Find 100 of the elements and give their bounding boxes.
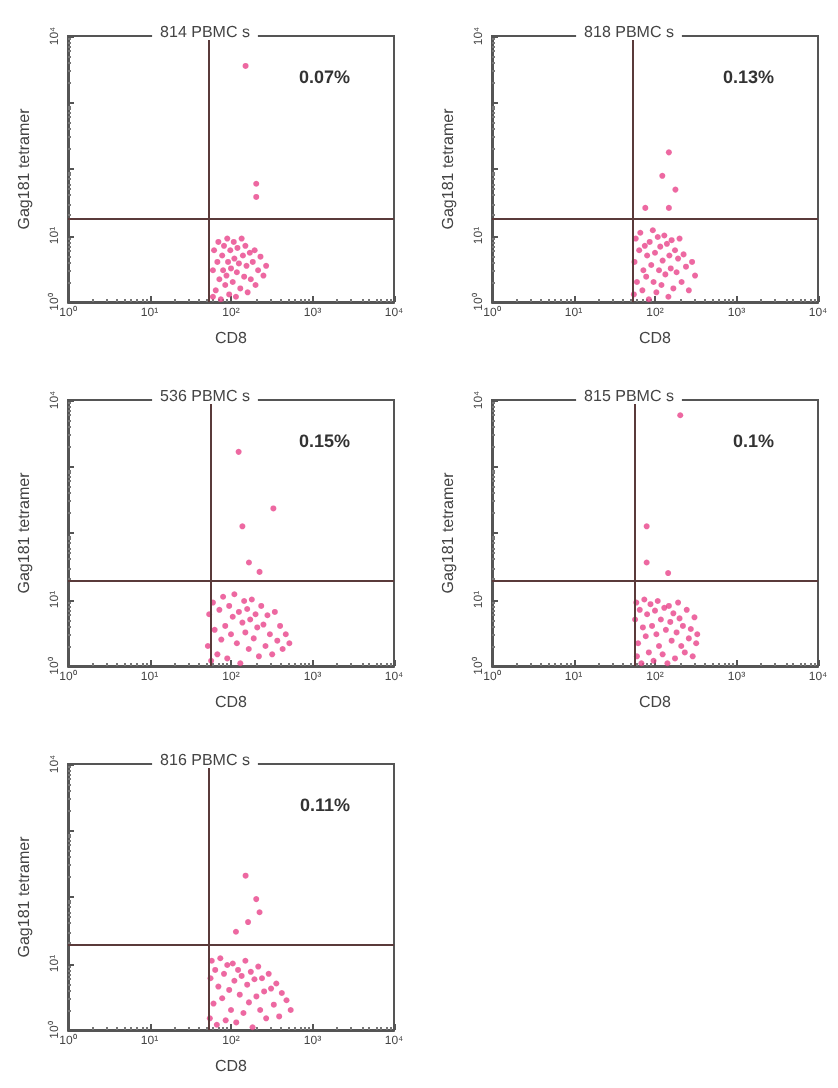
point: [229, 278, 236, 285]
point: [222, 1017, 229, 1024]
point: [650, 278, 657, 285]
point: [247, 968, 254, 975]
point: [639, 624, 646, 631]
point: [233, 1019, 240, 1026]
point: [234, 244, 241, 251]
chart-title: 815 PBMC s: [584, 387, 674, 405]
point: [209, 267, 216, 274]
point: [673, 629, 680, 636]
point: [213, 1021, 220, 1028]
point: [672, 655, 679, 662]
point: [230, 238, 237, 245]
point: [270, 1001, 277, 1008]
point: [220, 593, 227, 600]
point: [211, 247, 218, 254]
point: [229, 613, 236, 620]
point: [265, 970, 272, 977]
point: [687, 626, 694, 632]
point: [217, 955, 224, 962]
point: [245, 999, 252, 1006]
point: [226, 602, 233, 609]
chart-title: 536 PBMC s: [160, 387, 250, 405]
annotation: 0.11%: [299, 795, 351, 815]
point: [225, 258, 232, 265]
point: [678, 278, 685, 285]
point: [226, 986, 233, 993]
point: [260, 621, 267, 628]
point: [204, 642, 211, 649]
point: [653, 289, 660, 296]
point: [235, 260, 242, 267]
point: [680, 251, 687, 258]
point: [681, 649, 688, 656]
point: [269, 651, 276, 658]
point: [251, 247, 258, 254]
point: [215, 983, 222, 990]
point: [233, 640, 240, 647]
point: [672, 247, 679, 254]
point: [679, 622, 686, 629]
point: [212, 287, 219, 294]
point: [668, 237, 675, 244]
point: [685, 635, 692, 642]
point: [239, 619, 246, 626]
point: [268, 985, 275, 992]
x-axis-title: CD8: [638, 693, 673, 711]
point: [665, 293, 672, 300]
point: [246, 249, 253, 256]
chart-title: 818 PBMC s: [584, 23, 674, 41]
point: [694, 631, 701, 638]
x-axis-title: CD8: [214, 693, 249, 711]
point: [644, 611, 651, 618]
point: [247, 616, 254, 623]
point: [657, 243, 664, 250]
point: [212, 966, 219, 973]
chart-title: 816 PBMC s: [160, 751, 250, 769]
point: [237, 285, 244, 292]
point: [668, 637, 675, 644]
point: [649, 622, 656, 629]
annotation: 0.07%: [298, 67, 351, 87]
point: [257, 1006, 264, 1013]
y-axis-title: Gag181 tetramer: [15, 107, 33, 230]
point: [678, 642, 685, 649]
point: [644, 252, 651, 259]
point: [250, 635, 257, 642]
point: [636, 606, 643, 613]
point: [661, 604, 668, 611]
point: [676, 615, 683, 622]
point: [637, 229, 644, 236]
point: [233, 269, 240, 276]
x-axis-title: CD8: [638, 329, 673, 347]
chart-title: 814 PBMC s: [160, 23, 250, 41]
point: [642, 633, 649, 640]
point: [224, 655, 231, 662]
point: [258, 975, 265, 982]
point: [242, 957, 249, 964]
point: [639, 287, 646, 294]
point: [262, 642, 269, 649]
point: [244, 605, 251, 612]
y-axis-title: Gag181 tetramer: [439, 107, 457, 230]
point: [214, 258, 221, 265]
point: [252, 282, 259, 289]
point: [667, 265, 674, 272]
point: [657, 616, 664, 623]
point: [249, 1024, 256, 1031]
y-axis-title: Gag181 tetramer: [15, 471, 33, 594]
point: [242, 629, 249, 636]
point: [245, 646, 252, 653]
point: [231, 591, 238, 598]
point: [227, 247, 234, 254]
point: [675, 255, 682, 262]
point: [659, 257, 666, 264]
point: [274, 637, 281, 644]
point: [658, 282, 665, 289]
point: [670, 285, 677, 292]
point: [254, 624, 261, 631]
point: [643, 273, 650, 280]
point: [266, 631, 273, 638]
y-axis-title: Gag181 tetramer: [15, 835, 33, 958]
point: [261, 988, 268, 995]
point: [216, 276, 223, 283]
